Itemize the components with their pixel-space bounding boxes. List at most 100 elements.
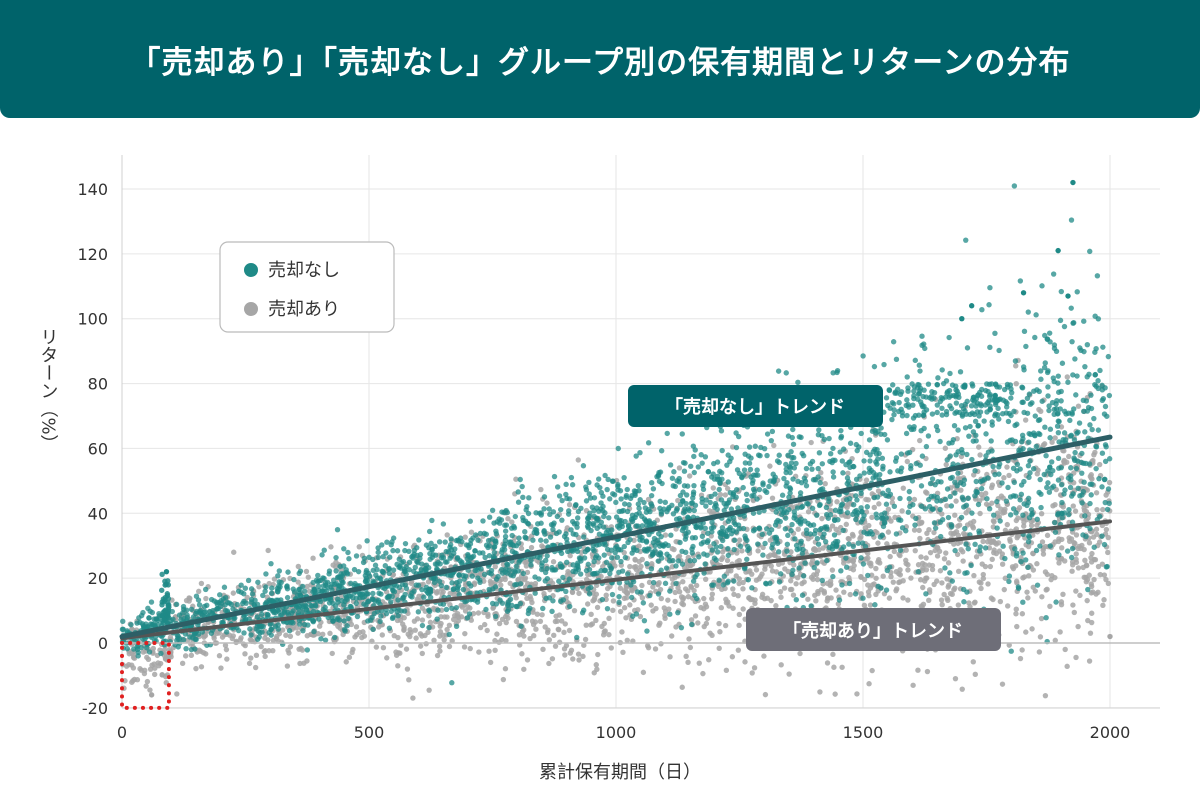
- point-no-sale: [647, 592, 653, 599]
- point-no-sale: [475, 575, 481, 581]
- point-no-sale: [1079, 470, 1085, 476]
- point-sold: [890, 579, 896, 585]
- point-sold: [742, 659, 748, 665]
- point-no-sale: [846, 541, 852, 547]
- point-sold: [295, 630, 301, 636]
- point-no-sale: [334, 527, 341, 533]
- point-no-sale: [862, 543, 869, 550]
- point-no-sale: [591, 558, 597, 565]
- point-no-sale: [526, 495, 532, 501]
- point-sold: [987, 563, 994, 570]
- point-sold: [499, 616, 506, 623]
- point-no-sale: [1079, 500, 1085, 506]
- point-sold: [701, 623, 707, 630]
- point-no-sale: [341, 626, 348, 633]
- point-no-sale: [1020, 399, 1026, 405]
- point-sold: [885, 506, 892, 512]
- point-sold: [404, 666, 411, 672]
- point-sold: [844, 504, 850, 510]
- point-sold: [246, 660, 253, 667]
- point-no-sale: [904, 397, 910, 403]
- point-sold: [650, 608, 656, 614]
- point-sold: [505, 515, 511, 522]
- point-sold: [446, 643, 453, 650]
- point-sold: [955, 602, 962, 608]
- point-no-sale: [977, 401, 984, 407]
- point-no-sale: [524, 503, 530, 510]
- point-sold: [703, 604, 710, 610]
- point-sold: [621, 605, 628, 611]
- point-no-sale: [818, 486, 824, 493]
- point-sold: [482, 621, 488, 628]
- point-sold: [465, 604, 471, 610]
- point-no-sale: [760, 482, 766, 488]
- point-sold: [633, 566, 640, 573]
- point-sold: [788, 549, 794, 555]
- point-sold: [945, 584, 951, 590]
- point-no-sale: [962, 525, 968, 532]
- point-sold: [594, 666, 600, 672]
- point-no-sale: [193, 593, 200, 599]
- point-no-sale: [955, 427, 961, 433]
- point-sold: [723, 596, 729, 603]
- point-sold: [1013, 611, 1019, 617]
- point-sold: [1007, 538, 1013, 545]
- point-no-sale: [763, 489, 770, 496]
- point-no-sale: [1096, 475, 1102, 482]
- point-sold: [833, 587, 839, 593]
- point-no-sale: [866, 437, 873, 443]
- point-no-sale: [705, 537, 711, 544]
- point-no-sale: [550, 526, 556, 533]
- point-sold: [669, 633, 675, 639]
- point-no-sale: [583, 498, 590, 504]
- point-no-sale: [377, 618, 383, 625]
- point-sold: [610, 598, 617, 604]
- point-no-sale: [679, 431, 685, 437]
- point-no-sale: [541, 494, 548, 500]
- point-no-sale: [505, 561, 511, 568]
- point-sold: [441, 614, 448, 620]
- point-no-sale: [538, 537, 544, 543]
- point-no-sale: [996, 471, 1002, 477]
- point-no-sale: [671, 469, 677, 475]
- point-no-sale: [677, 539, 683, 546]
- point-sold: [198, 580, 205, 587]
- point-sold: [1088, 475, 1094, 481]
- point-sold: [918, 520, 924, 526]
- point-no-sale: [736, 526, 742, 532]
- point-no-sale: [747, 466, 754, 473]
- point-no-sale: [713, 502, 719, 509]
- point-sold: [1077, 592, 1083, 599]
- point-no-sale: [456, 592, 462, 598]
- point-sold: [356, 544, 362, 550]
- point-no-sale: [1058, 288, 1065, 295]
- point-sold: [608, 645, 614, 651]
- point-sold: [222, 642, 229, 649]
- point-no-sale: [554, 513, 561, 520]
- point-sold: [566, 627, 573, 634]
- point-no-sale: [1070, 372, 1076, 378]
- point-sold: [601, 620, 607, 627]
- point-no-sale: [1027, 401, 1034, 407]
- point-no-sale: [1021, 328, 1028, 335]
- point-no-sale: [964, 589, 970, 595]
- point-sold: [534, 611, 541, 617]
- point-sold: [735, 592, 741, 599]
- point-no-sale: [760, 552, 766, 558]
- point-sold: [1013, 606, 1019, 612]
- point-sold: [676, 465, 683, 471]
- point-no-sale: [658, 533, 664, 540]
- point-sold: [1086, 540, 1093, 546]
- point-sold: [537, 618, 544, 624]
- point-no-sale: [401, 566, 408, 572]
- point-sold: [1028, 522, 1035, 529]
- point-no-sale: [1099, 397, 1106, 404]
- point-sold: [959, 686, 965, 692]
- point-no-sale: [985, 388, 991, 395]
- point-no-sale: [346, 556, 352, 562]
- point-no-sale: [567, 603, 573, 610]
- point-no-sale: [953, 400, 960, 406]
- point-no-sale: [1005, 418, 1012, 425]
- point-sold: [908, 575, 914, 581]
- point-no-sale: [1057, 317, 1064, 324]
